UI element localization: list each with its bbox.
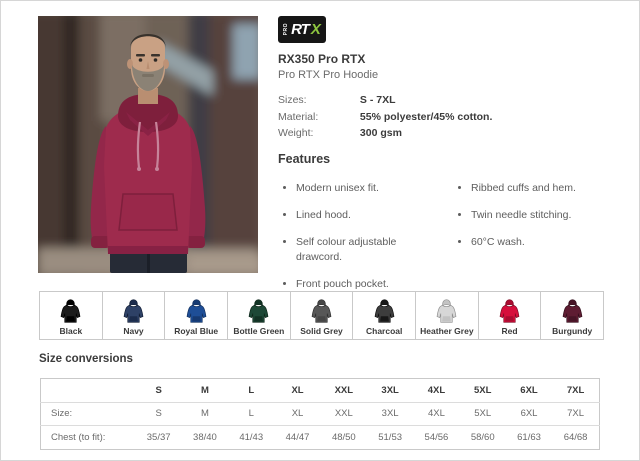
swatch-label: Red bbox=[501, 325, 518, 336]
table-header-cell: S bbox=[155, 384, 162, 396]
swatch-label: Heather Grey bbox=[420, 325, 474, 336]
logo-rt-text: RT bbox=[291, 21, 310, 38]
spec-row-material: Material: 55% polyester/45% cotton. bbox=[278, 111, 613, 128]
features-list-left: Modern unisex fit. Lined hood. Self colo… bbox=[278, 181, 453, 304]
spec-value: 55% polyester/45% cotton. bbox=[359, 110, 493, 123]
features-heading: Features bbox=[278, 151, 331, 166]
hoodie-icon bbox=[186, 298, 206, 323]
hoodie-icon bbox=[123, 298, 144, 323]
hoodie-icon bbox=[437, 298, 457, 323]
table-cell: 48/50 bbox=[320, 425, 367, 449]
spec-label: Sizes: bbox=[278, 94, 307, 106]
swatch-royal-blue[interactable]: Royal Blue bbox=[164, 291, 229, 340]
feature-item: Lined hood. bbox=[296, 208, 453, 223]
logo-pro-text: PRO bbox=[283, 23, 290, 36]
swatch-label: Charcoal bbox=[366, 325, 403, 336]
product-subtitle: Pro RTX Pro Hoodie bbox=[278, 69, 379, 81]
swatch-navy[interactable]: Navy bbox=[101, 291, 166, 340]
swatch-label: Navy bbox=[123, 325, 144, 336]
table-cell: 35/37 bbox=[135, 425, 182, 449]
table-cell: 51/53 bbox=[366, 425, 414, 449]
table-cell: 3XL bbox=[366, 401, 414, 426]
table-cell: 6XL bbox=[505, 401, 553, 426]
table-header-cell: 7XL bbox=[566, 384, 585, 396]
table-header-cell: XL bbox=[291, 384, 304, 396]
table-cell: 58/60 bbox=[459, 425, 506, 449]
table-cell: XL bbox=[274, 401, 321, 426]
hoodie-icon bbox=[249, 298, 269, 323]
table-cell: S bbox=[135, 401, 182, 426]
feature-item: Self colour adjustable drawcord. bbox=[296, 235, 453, 265]
hoodie-icon bbox=[499, 298, 520, 323]
table-header-cell: 6XL bbox=[520, 384, 538, 396]
table-cell: XXL bbox=[320, 401, 367, 426]
pro-rtx-logo: PRO RT X bbox=[278, 16, 326, 43]
row-label: Chest (to fit): bbox=[40, 425, 136, 449]
table-header-cell: XXL bbox=[334, 384, 354, 396]
spec-value: 300 gsm bbox=[359, 127, 402, 139]
hoodie-icon bbox=[374, 298, 395, 323]
feature-item: Modern unisex fit. bbox=[296, 181, 453, 196]
swatch-red[interactable]: Red bbox=[477, 291, 542, 340]
table-cell: 64/68 bbox=[552, 425, 600, 449]
spec-list: Sizes: S - 7XL Material: 55% polyester/4… bbox=[278, 94, 613, 144]
table-cell: 41/43 bbox=[228, 425, 275, 449]
swatch-label: Solid Grey bbox=[300, 325, 343, 336]
table-header-cell: 4XL bbox=[427, 384, 446, 396]
table-row-size: Size: S M L XL XXL 3XL 4XL 5XL 6XL 7XL bbox=[40, 401, 600, 426]
spec-row-sizes: Sizes: S - 7XL bbox=[278, 94, 613, 111]
swatch-label: Black bbox=[59, 325, 83, 336]
size-conversions-heading: Size conversions bbox=[39, 353, 133, 365]
table-corner-cell bbox=[41, 379, 136, 403]
product-info: PRO RT X RX350 Pro RTX Pro RTX Pro Hoodi… bbox=[278, 16, 613, 304]
table-cell: 5XL bbox=[459, 401, 506, 426]
product-title: RX350 Pro RTX bbox=[278, 52, 366, 66]
colour-swatch-row: Black Navy Royal Blue Bott bbox=[39, 291, 605, 340]
spec-label: Material: bbox=[278, 110, 319, 123]
feature-item: Ribbed cuffs and hem. bbox=[471, 181, 590, 196]
table-cell: L bbox=[228, 401, 275, 426]
hoodie-icon bbox=[61, 298, 81, 323]
feature-item: 60°C wash. bbox=[471, 235, 590, 250]
product-photo bbox=[38, 16, 258, 273]
table-header-cell: M bbox=[200, 384, 209, 396]
row-label: Size: bbox=[40, 401, 136, 426]
table-header-cell: L bbox=[248, 384, 255, 396]
features-list-right: Ribbed cuffs and hem. Twin needle stitch… bbox=[453, 181, 590, 304]
spec-row-weight: Weight: 300 gsm bbox=[278, 127, 613, 144]
size-conversions-table: S M L XL XXL 3XL 4XL 5XL 6XL 7XL Size: S… bbox=[40, 378, 600, 450]
swatch-label: Royal Blue bbox=[174, 325, 219, 336]
table-cell: 4XL bbox=[413, 401, 460, 426]
swatch-charcoal[interactable]: Charcoal bbox=[352, 291, 417, 340]
swatch-burgundy[interactable]: Burgundy bbox=[540, 291, 605, 340]
table-cell: 54/56 bbox=[413, 425, 460, 449]
feature-item: Front pouch pocket. bbox=[296, 277, 453, 292]
hoodie-icon bbox=[311, 298, 332, 323]
spec-value: S - 7XL bbox=[359, 94, 396, 106]
table-header-cell: 5XL bbox=[474, 384, 492, 396]
table-header-row: S M L XL XXL 3XL 4XL 5XL 6XL 7XL bbox=[41, 379, 600, 403]
features-columns: Modern unisex fit. Lined hood. Self colo… bbox=[278, 181, 613, 304]
feature-item: Twin needle stitching. bbox=[471, 208, 590, 223]
hoodie-icon bbox=[562, 298, 583, 323]
model-figure bbox=[90, 34, 206, 273]
logo-x-text: X bbox=[310, 21, 321, 38]
swatch-black[interactable]: Black bbox=[39, 291, 103, 340]
swatch-solid-grey[interactable]: Solid Grey bbox=[289, 291, 354, 340]
table-cell: 61/63 bbox=[505, 425, 553, 449]
swatch-heather-grey[interactable]: Heather Grey bbox=[415, 291, 479, 340]
table-cell: 7XL bbox=[552, 401, 600, 426]
swatch-label: Bottle Green bbox=[233, 325, 285, 336]
product-photo-illustration bbox=[38, 16, 258, 273]
table-header-cell: 3XL bbox=[381, 384, 399, 396]
spec-label: Weight: bbox=[278, 127, 314, 139]
table-cell: 44/47 bbox=[274, 425, 321, 449]
table-cell: M bbox=[181, 401, 229, 426]
table-cell: 38/40 bbox=[181, 425, 229, 449]
table-row-chest: Chest (to fit): 35/37 38/40 41/43 44/47 … bbox=[40, 425, 600, 449]
swatch-bottle-green[interactable]: Bottle Green bbox=[227, 291, 291, 340]
swatch-label: Burgundy bbox=[552, 325, 593, 336]
